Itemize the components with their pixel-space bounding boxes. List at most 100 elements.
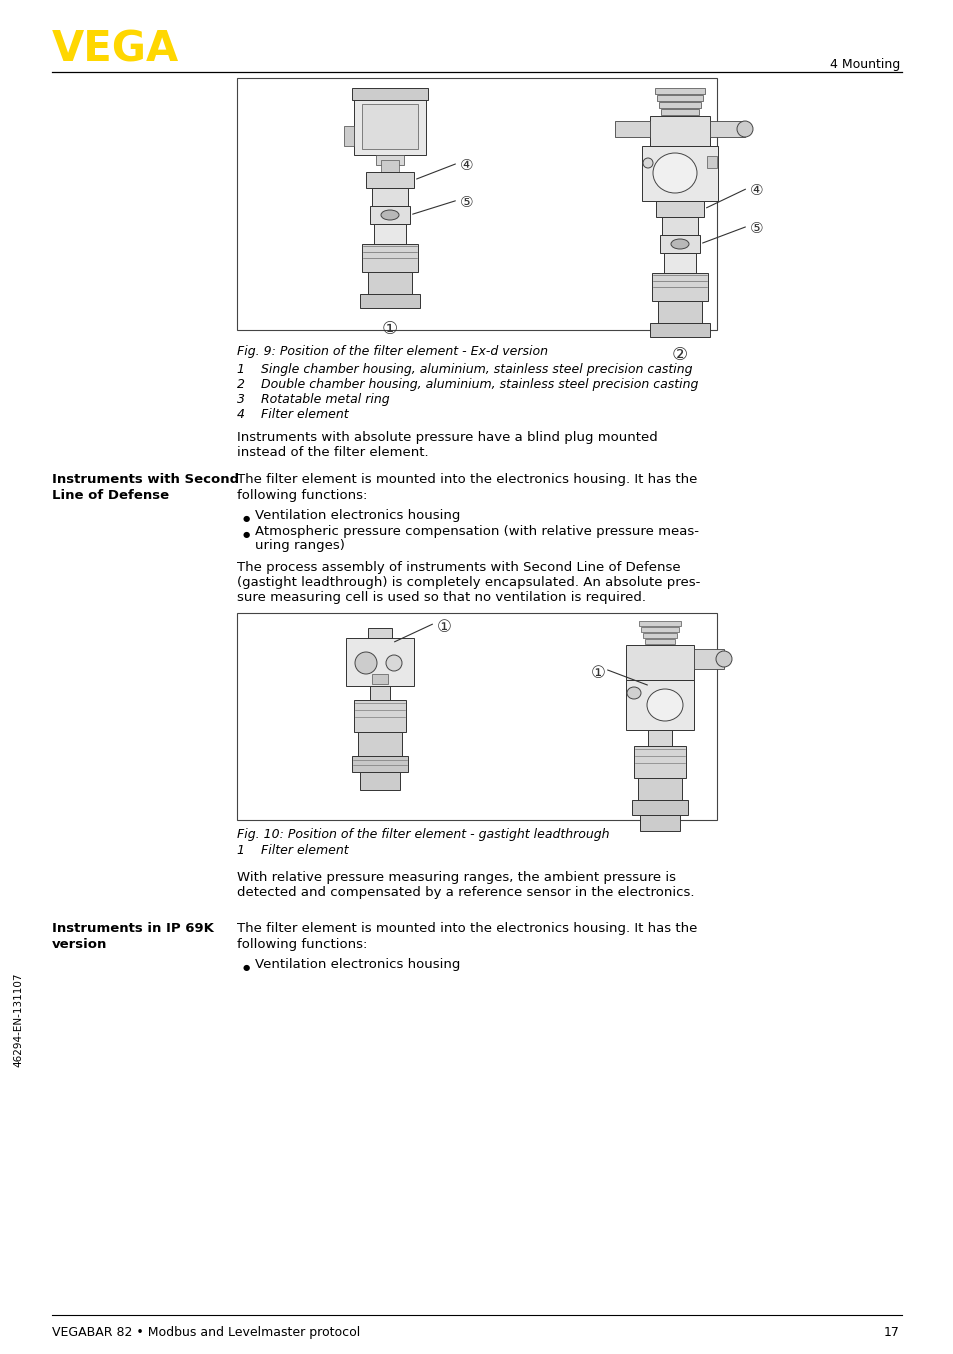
Text: Instruments with absolute pressure have a blind plug mounted
instead of the filt: Instruments with absolute pressure have …: [236, 431, 657, 459]
Bar: [639, 815, 679, 831]
Text: 46294-EN-131107: 46294-EN-131107: [13, 972, 23, 1067]
Bar: [615, 121, 649, 137]
Bar: [352, 88, 428, 100]
Bar: [372, 674, 388, 684]
Text: Fig. 10: Position of the filter element - gastight leadthrough: Fig. 10: Position of the filter element …: [236, 829, 609, 841]
Text: Instruments with Second: Instruments with Second: [52, 473, 239, 486]
Bar: [709, 121, 744, 137]
Bar: [359, 772, 399, 789]
Bar: [374, 223, 406, 244]
Bar: [706, 156, 717, 168]
Text: sure measuring cell is used so that no ventilation is required.: sure measuring cell is used so that no v…: [236, 590, 645, 604]
Text: ●: ●: [243, 963, 250, 972]
Ellipse shape: [652, 153, 697, 194]
Text: ①: ①: [381, 320, 397, 338]
Text: Ventilation electronics housing: Ventilation electronics housing: [254, 509, 460, 523]
Text: ②: ②: [671, 347, 687, 364]
Text: 17: 17: [883, 1326, 899, 1339]
Ellipse shape: [626, 686, 640, 699]
Bar: [640, 627, 679, 632]
Text: detected and compensated by a reference sensor in the electronics.: detected and compensated by a reference …: [236, 886, 694, 899]
Text: following functions:: following functions:: [236, 489, 367, 502]
Text: 4    Filter element: 4 Filter element: [236, 408, 348, 421]
Text: uring ranges): uring ranges): [254, 539, 345, 552]
Text: (gastight leadthrough) is completely encapsulated. An absolute pres-: (gastight leadthrough) is completely enc…: [236, 575, 700, 589]
Bar: [380, 160, 398, 172]
Text: ⑤: ⑤: [459, 195, 473, 210]
Bar: [644, 639, 675, 645]
Ellipse shape: [670, 240, 688, 249]
Bar: [366, 172, 414, 188]
Text: VEGA: VEGA: [52, 28, 179, 70]
Text: The filter element is mounted into the electronics housing. It has the: The filter element is mounted into the e…: [236, 922, 697, 936]
Bar: [375, 154, 403, 165]
Ellipse shape: [646, 689, 682, 720]
Text: ⑤: ⑤: [749, 221, 762, 236]
Text: The process assembly of instruments with Second Line of Defense: The process assembly of instruments with…: [236, 561, 679, 574]
Bar: [359, 294, 419, 307]
Text: 1    Single chamber housing, aluminium, stainless steel precision casting: 1 Single chamber housing, aluminium, sta…: [236, 363, 692, 376]
Text: ④: ④: [749, 183, 762, 198]
Bar: [693, 649, 723, 669]
Bar: [658, 301, 701, 324]
Text: Instruments in IP 69K: Instruments in IP 69K: [52, 922, 213, 936]
Bar: [370, 206, 410, 223]
Bar: [649, 324, 709, 337]
Bar: [354, 100, 426, 154]
Bar: [357, 733, 401, 756]
Text: With relative pressure measuring ranges, the ambient pressure is: With relative pressure measuring ranges,…: [236, 871, 676, 884]
Text: 2    Double chamber housing, aluminium, stainless steel precision casting: 2 Double chamber housing, aluminium, sta…: [236, 378, 698, 391]
Bar: [655, 88, 704, 93]
Bar: [659, 236, 700, 253]
Bar: [641, 146, 718, 200]
Ellipse shape: [386, 655, 401, 672]
Bar: [370, 686, 390, 700]
Bar: [368, 628, 392, 638]
Text: Fig. 9: Position of the filter element - Ex-d version: Fig. 9: Position of the filter element -…: [236, 345, 547, 357]
Ellipse shape: [355, 653, 376, 674]
Text: following functions:: following functions:: [236, 938, 367, 951]
Bar: [659, 102, 700, 108]
Text: Line of Defense: Line of Defense: [52, 489, 169, 502]
Bar: [354, 700, 406, 733]
Text: The filter element is mounted into the electronics housing. It has the: The filter element is mounted into the e…: [236, 473, 697, 486]
Ellipse shape: [716, 651, 731, 668]
Ellipse shape: [737, 121, 752, 137]
Bar: [656, 200, 703, 217]
Text: 3    Rotatable metal ring: 3 Rotatable metal ring: [236, 393, 389, 406]
Text: ④: ④: [459, 158, 473, 173]
Ellipse shape: [380, 210, 398, 219]
Bar: [642, 634, 677, 638]
Bar: [651, 274, 707, 301]
Bar: [638, 779, 681, 800]
Bar: [352, 756, 408, 772]
Bar: [631, 800, 687, 815]
Bar: [657, 95, 702, 102]
Bar: [372, 188, 408, 206]
Text: ①: ①: [590, 663, 605, 682]
Bar: [647, 730, 671, 746]
Bar: [368, 272, 412, 294]
Text: 4 Mounting: 4 Mounting: [829, 58, 899, 70]
Bar: [361, 104, 417, 149]
Bar: [236, 613, 717, 821]
Text: 1    Filter element: 1 Filter element: [236, 844, 348, 857]
Text: Ventilation electronics housing: Ventilation electronics housing: [254, 959, 460, 971]
Text: ①: ①: [436, 617, 452, 636]
Bar: [625, 680, 693, 730]
Bar: [361, 244, 417, 272]
Ellipse shape: [642, 158, 652, 168]
Bar: [236, 79, 717, 330]
Bar: [649, 116, 709, 146]
Bar: [346, 638, 414, 686]
Bar: [634, 746, 685, 779]
Bar: [625, 645, 693, 680]
Bar: [661, 217, 698, 236]
Text: version: version: [52, 938, 108, 951]
Text: Atmospheric pressure compensation (with relative pressure meas-: Atmospheric pressure compensation (with …: [254, 525, 699, 538]
Bar: [639, 621, 680, 626]
Bar: [663, 253, 696, 274]
Text: VEGABAR 82 • Modbus and Levelmaster protocol: VEGABAR 82 • Modbus and Levelmaster prot…: [52, 1326, 360, 1339]
Bar: [660, 110, 699, 115]
Text: ●: ●: [243, 515, 250, 523]
